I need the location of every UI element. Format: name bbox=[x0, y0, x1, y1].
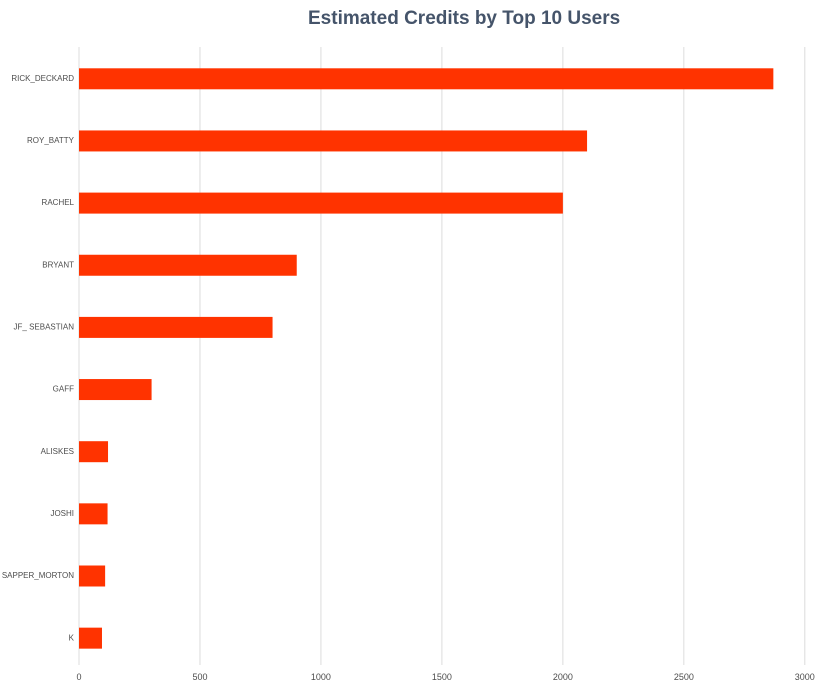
svg-text:3000: 3000 bbox=[795, 672, 815, 682]
svg-text:BRYANT: BRYANT bbox=[42, 260, 74, 269]
svg-text:RACHEL: RACHEL bbox=[42, 198, 75, 207]
svg-text:ROY_BATTY: ROY_BATTY bbox=[27, 136, 75, 145]
svg-text:K: K bbox=[69, 633, 75, 642]
svg-text:SAPPER_MORTON: SAPPER_MORTON bbox=[2, 571, 74, 580]
svg-text:GAFF: GAFF bbox=[53, 385, 74, 394]
svg-text:0: 0 bbox=[76, 672, 81, 682]
svg-text:1500: 1500 bbox=[432, 672, 452, 682]
svg-text:1000: 1000 bbox=[311, 672, 331, 682]
svg-text:2000: 2000 bbox=[553, 672, 573, 682]
svg-text:ALISKES: ALISKES bbox=[41, 447, 74, 456]
svg-text:RICK_DECKARD: RICK_DECKARD bbox=[11, 74, 74, 83]
svg-text:JOSHI: JOSHI bbox=[50, 509, 74, 518]
svg-text:JF_ SEBASTIAN: JF_ SEBASTIAN bbox=[14, 323, 75, 332]
svg-text:2500: 2500 bbox=[674, 672, 694, 682]
svg-text:500: 500 bbox=[192, 672, 207, 682]
